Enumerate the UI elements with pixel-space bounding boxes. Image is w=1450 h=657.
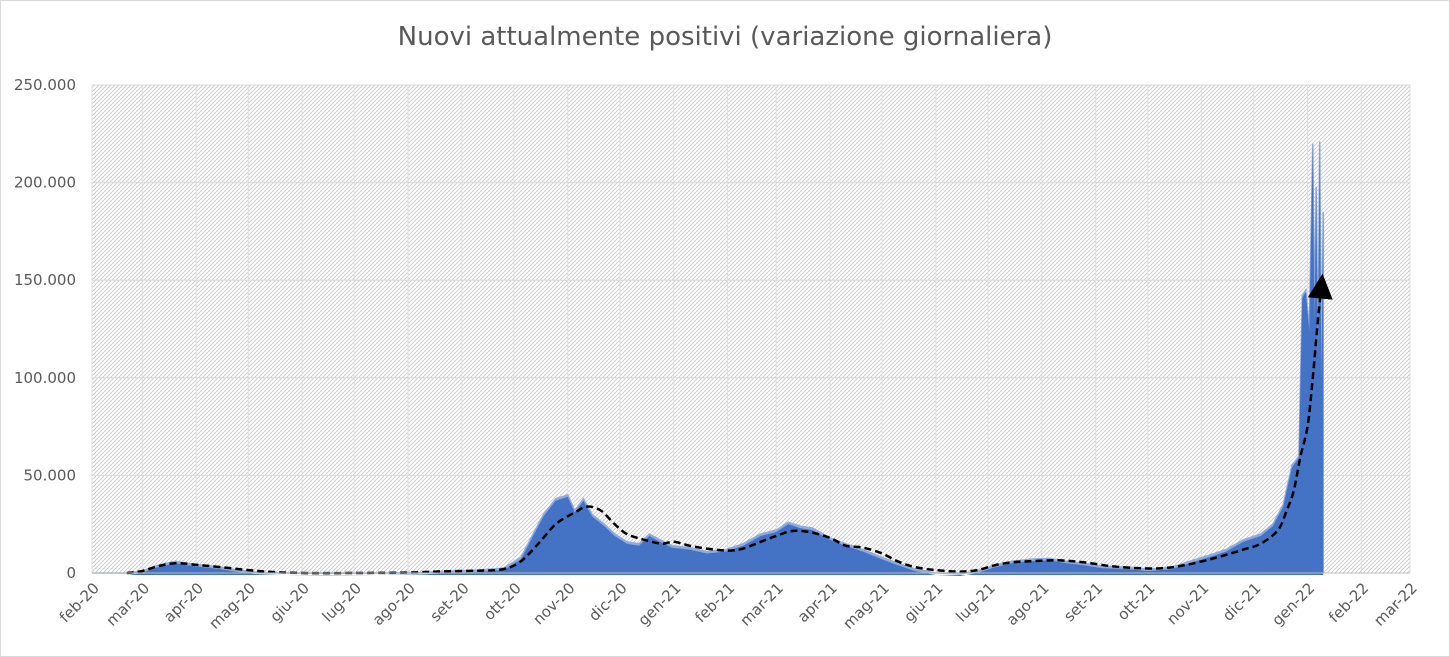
x-tick-label: feb-20 <box>56 579 103 626</box>
y-tick-label: 0 <box>66 564 76 582</box>
vertical-gridlines <box>91 85 1411 573</box>
plot-area <box>92 85 1410 573</box>
y-tick-label: 200.000 <box>14 174 76 192</box>
x-tick-label: set-20 <box>426 579 472 625</box>
x-tick-label: nov-20 <box>529 579 578 628</box>
x-tick-label: apr-21 <box>794 579 841 626</box>
x-tick-label: ott-21 <box>1114 579 1159 624</box>
x-tick-label: apr-20 <box>160 579 207 626</box>
x-tick-label: ago-21 <box>1003 579 1053 629</box>
x-tick-label: mar-22 <box>1370 579 1421 630</box>
x-tick-label: set-21 <box>1060 579 1106 625</box>
x-tick-label: gen-21 <box>635 579 685 629</box>
x-tick-label: nov-21 <box>1163 579 1212 628</box>
x-tick-label: ott-20 <box>480 579 525 624</box>
x-tick-label: lug-20 <box>319 579 365 625</box>
x-tick-label: lug-21 <box>952 579 998 625</box>
x-tick-label: mag-21 <box>839 579 893 633</box>
x-tick-label: mar-21 <box>736 579 787 630</box>
y-tick-label: 150.000 <box>14 271 76 289</box>
x-tick-label: dic-21 <box>1219 579 1265 625</box>
x-tick-label: feb-22 <box>1325 579 1372 626</box>
daily-area-series <box>92 141 1324 576</box>
x-tick-label: dic-20 <box>585 579 631 625</box>
daily-area-outline <box>92 141 1324 575</box>
x-tick-label: mag-20 <box>205 579 259 633</box>
chart-title: Nuovi attualmente positivi (variazione g… <box>397 22 1053 52</box>
x-tick-label: giu-20 <box>266 579 312 625</box>
y-tick-label: 100.000 <box>14 369 76 387</box>
y-tick-label: 250.000 <box>14 76 76 94</box>
y-tick-label: 50.000 <box>24 466 77 484</box>
x-tick-label: mar-20 <box>103 579 154 630</box>
x-tick-label: gen-22 <box>1268 579 1318 629</box>
x-tick-label: giu-21 <box>900 579 946 625</box>
x-tick-label: feb-21 <box>691 579 738 626</box>
x-tick-label: ago-20 <box>369 579 419 629</box>
y-axis-ticks: 0 50.000 100.000 150.000 200.000 250.000 <box>14 76 76 582</box>
